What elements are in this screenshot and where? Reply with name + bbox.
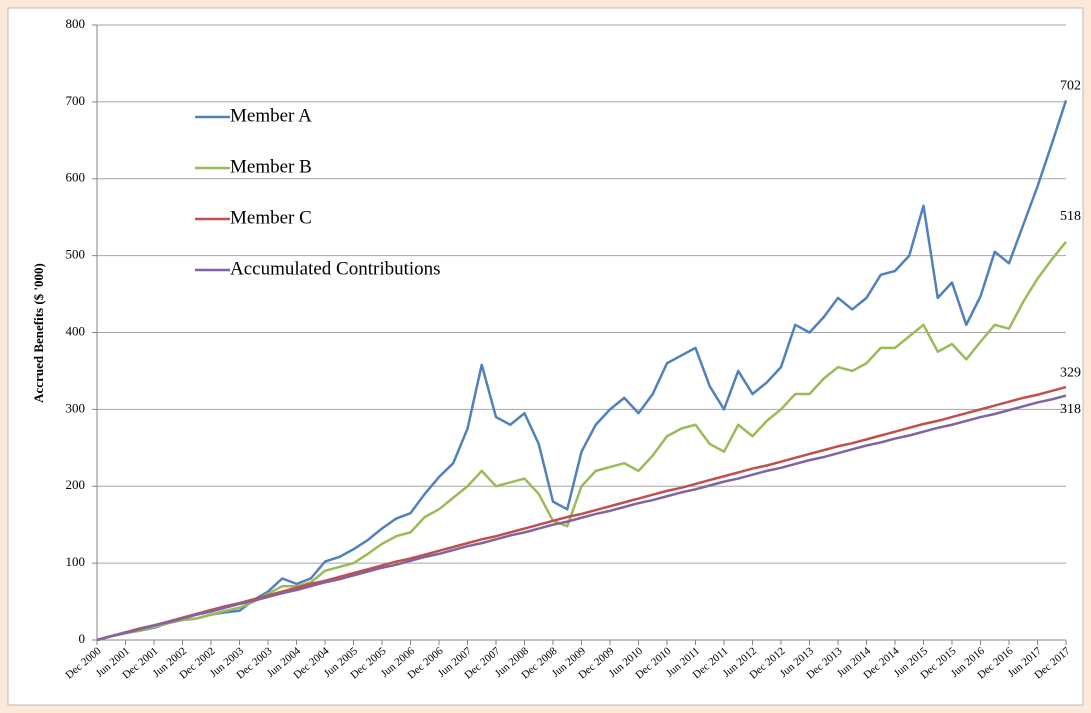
y-tick-label: 400 [66,323,86,338]
end-label: 318 [1060,402,1081,417]
y-tick-label: 800 [66,16,86,31]
legend-label: Member B [230,156,312,177]
y-tick-label: 300 [66,400,86,415]
legend-label: Member A [230,105,312,126]
y-axis-title: Accrued Benefits ($ '000) [31,263,46,403]
y-tick-label: 0 [79,631,86,646]
legend-label: Member C [230,207,312,228]
series-line [96,385,1067,642]
series-line [96,394,1067,642]
y-tick-label: 100 [66,554,86,569]
y-tick-label: 200 [66,477,86,492]
y-tick-label: 700 [66,93,86,108]
end-label: 702 [1060,79,1081,94]
end-label: 329 [1060,365,1081,380]
legend-label: Accumulated Contributions [230,258,441,279]
chart-area [7,7,1084,706]
end-label: 518 [1060,209,1081,224]
y-tick-label: 600 [66,170,86,185]
y-tick-label: 500 [66,247,86,262]
